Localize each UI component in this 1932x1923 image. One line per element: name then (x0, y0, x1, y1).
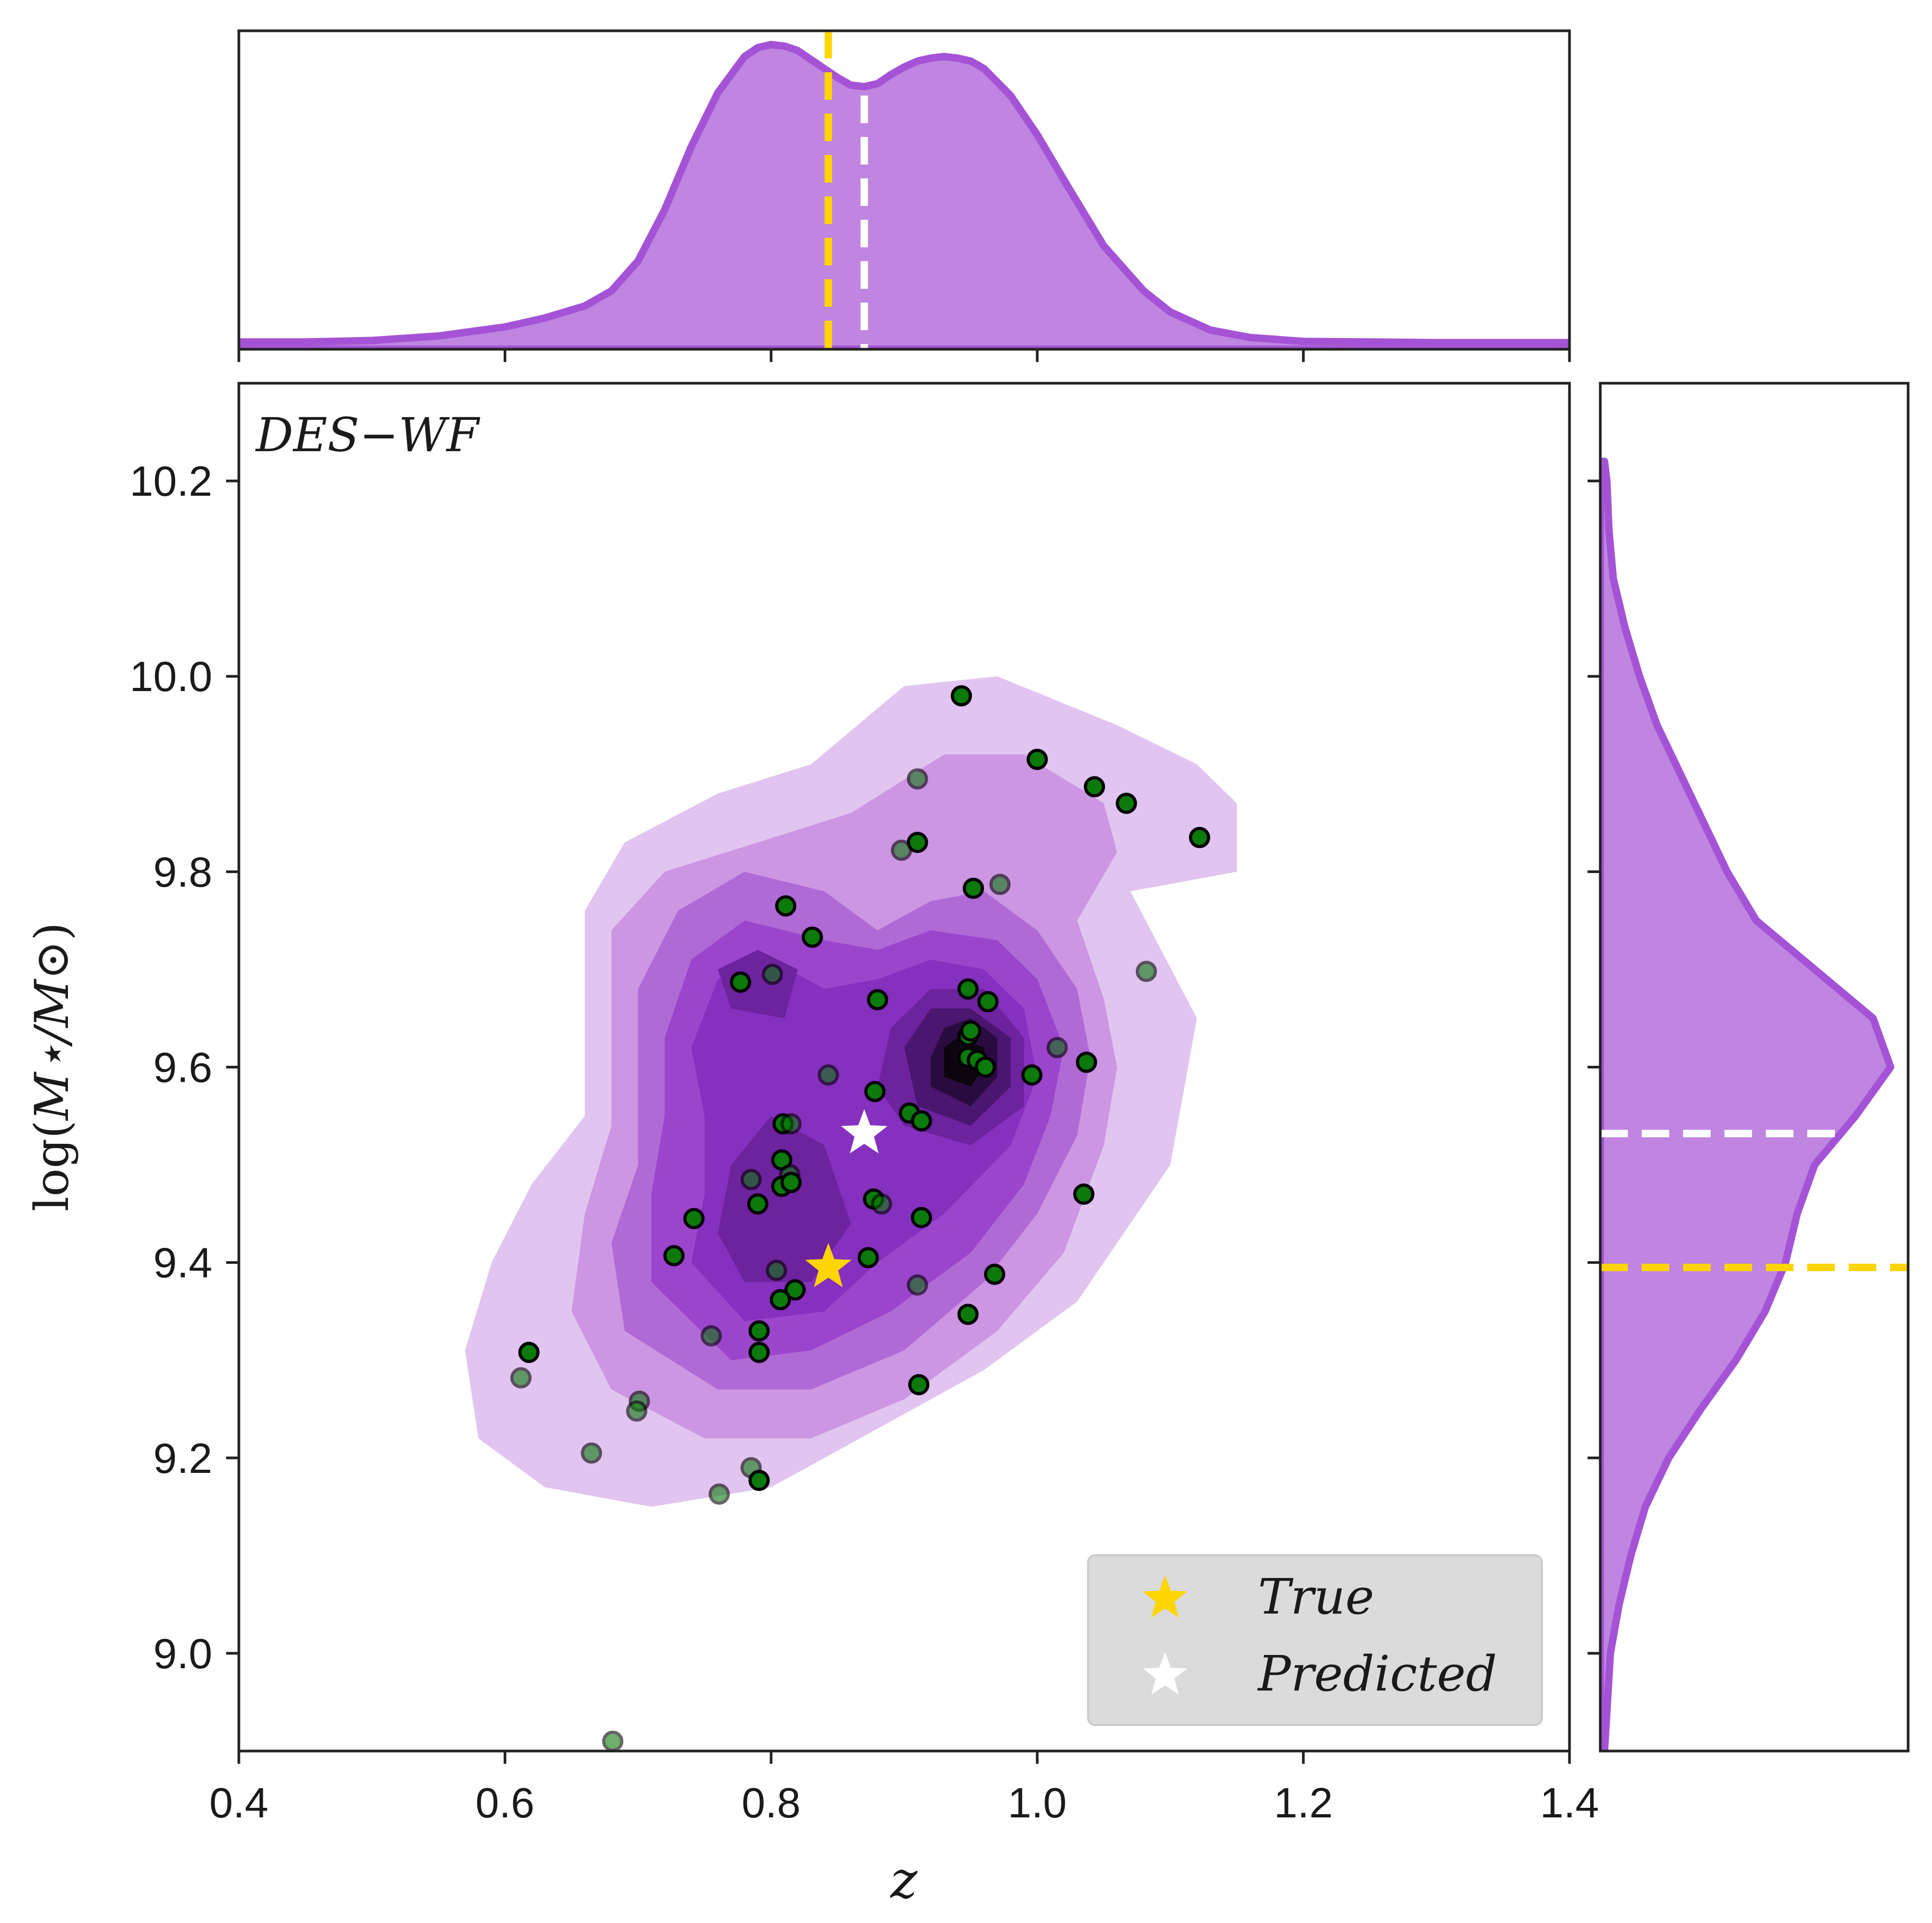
sample-point (908, 1374, 930, 1395)
sample-point (1073, 1183, 1094, 1205)
x-tick-label: 1.2 (1274, 1779, 1333, 1826)
sample-point (801, 926, 823, 948)
sample-point (581, 1442, 602, 1464)
sample-point (907, 768, 928, 790)
sample-point (977, 991, 999, 1013)
sample-point (1135, 961, 1157, 982)
sample-point (765, 1260, 787, 1281)
y-axis-label: log(M⋆/M⊙) (24, 922, 79, 1212)
sample-point (1116, 792, 1137, 814)
sample-point (974, 1056, 996, 1078)
sample-point (775, 895, 797, 917)
sample-point (1075, 1051, 1097, 1073)
sample-point (602, 1730, 624, 1751)
y-tick-label: 9.8 (153, 848, 212, 895)
y-axis-label-core: M⋆/M⊙ (24, 941, 79, 1122)
sample-point (911, 1110, 933, 1132)
top-panel-ticks (237, 349, 1571, 362)
legend-predicted-label: Predicted (1257, 1645, 1497, 1702)
sample-point (817, 1064, 839, 1086)
x-tick-label: 0.4 (209, 1779, 268, 1826)
sample-point (951, 685, 972, 707)
top-panel-frame (237, 29, 1571, 351)
sample-point (762, 963, 783, 985)
x-tick-label: 0.6 (476, 1779, 534, 1826)
legend-true-label: True (1258, 1568, 1374, 1625)
logM-marginal-density (1600, 458, 1894, 1751)
sample-point (960, 1020, 981, 1042)
sample-point (784, 1279, 806, 1301)
contour-level-6 (718, 1116, 851, 1282)
sample-point (700, 1325, 722, 1347)
legend-box (1087, 1554, 1543, 1726)
predicted-star-marker (841, 1109, 887, 1153)
panel-label: DES−WF (255, 408, 480, 462)
sample-point (748, 1341, 770, 1363)
sample-point (857, 1247, 879, 1269)
sample-point (957, 978, 979, 1000)
x-tick-label: 0.8 (741, 1779, 800, 1826)
sample-point (870, 1193, 892, 1215)
sample-point (907, 1274, 928, 1296)
legend-predicted-star-icon (1143, 1652, 1187, 1695)
x-axis-label: z (890, 1850, 918, 1910)
right-panel-ticks (1588, 479, 1600, 1655)
sample-point (867, 989, 889, 1011)
y-tick-label: 9.2 (153, 1435, 212, 1482)
sample-point (770, 1289, 791, 1310)
sample-point (518, 1341, 540, 1363)
y-tick-label: 10.0 (130, 653, 212, 700)
y-axis-label-prefix: log( (24, 1120, 79, 1212)
sample-point (780, 1113, 802, 1135)
sample-point (748, 1320, 770, 1342)
sample-point (663, 1245, 685, 1266)
sample-point (683, 1208, 705, 1229)
y-tick-label: 9.4 (153, 1239, 212, 1287)
top-marginal-panel (237, 29, 1571, 362)
y-tick-label: 9.0 (153, 1630, 212, 1677)
sample-point (780, 1171, 802, 1193)
sample-point (1084, 776, 1106, 798)
sample-point (989, 874, 1011, 895)
x-tick-label: 1.4 (1540, 1779, 1599, 1826)
y-tick-label: 10.2 (130, 458, 212, 505)
sample-point (962, 877, 984, 899)
sample-point (626, 1400, 648, 1422)
main-panel: 0.4 0.6 0.8 1.0 1.2 1.4 9.0 9.2 9.4 9.6 9.8 10.0 10… (24, 382, 1599, 1910)
right-marginal-panel (1588, 382, 1910, 1753)
sample-point (911, 1206, 933, 1228)
sample-point (730, 971, 752, 993)
y-tick-label: 9.6 (153, 1044, 212, 1091)
sample-point (957, 1304, 979, 1325)
legend-true-star-icon (1143, 1575, 1187, 1618)
sample-point (747, 1193, 769, 1215)
sample-point (1046, 1037, 1068, 1058)
legend: True Predicted (1087, 1554, 1543, 1726)
sample-point (748, 1470, 770, 1491)
sample-point (864, 1081, 886, 1102)
sample-point (891, 839, 912, 861)
density-contours (465, 676, 1237, 1507)
x-axis-ticks: 0.4 0.6 0.8 1.0 1.2 1.4 (209, 1751, 1599, 1826)
y-axis-label-suffix: ) (24, 922, 79, 941)
sample-point (984, 1263, 1005, 1285)
sample-points (510, 685, 1211, 1751)
z-marginal-density (239, 41, 1569, 349)
sample-point (1021, 1064, 1043, 1086)
sample-point (709, 1483, 730, 1505)
x-tick-label: 1.0 (1008, 1779, 1067, 1826)
sample-point (1189, 826, 1211, 848)
y-axis-ticks: 9.0 9.2 9.4 9.6 9.8 10.0 10.2 (130, 458, 239, 1677)
true-star-marker (805, 1243, 852, 1288)
sample-point (510, 1367, 532, 1389)
sample-point (1027, 748, 1048, 770)
sample-point (740, 1169, 762, 1191)
